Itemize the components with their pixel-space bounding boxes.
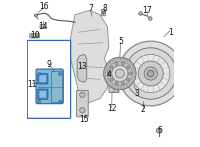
Circle shape: [110, 66, 113, 69]
FancyBboxPatch shape: [39, 90, 47, 98]
Circle shape: [107, 64, 109, 66]
Circle shape: [110, 78, 113, 81]
FancyBboxPatch shape: [39, 75, 47, 83]
Polygon shape: [71, 10, 109, 103]
Circle shape: [115, 69, 124, 78]
Circle shape: [129, 83, 131, 85]
Circle shape: [117, 87, 119, 89]
Circle shape: [107, 81, 109, 83]
Circle shape: [31, 35, 33, 37]
Circle shape: [109, 83, 111, 85]
Circle shape: [124, 87, 125, 88]
Circle shape: [38, 100, 41, 103]
Circle shape: [124, 59, 125, 60]
FancyBboxPatch shape: [36, 69, 63, 104]
Text: 16: 16: [39, 2, 49, 11]
Circle shape: [126, 60, 128, 62]
Text: 12: 12: [107, 104, 117, 113]
Circle shape: [35, 14, 38, 17]
Circle shape: [112, 85, 113, 87]
Circle shape: [108, 72, 111, 75]
Circle shape: [147, 70, 154, 77]
Circle shape: [80, 108, 85, 113]
FancyBboxPatch shape: [38, 89, 48, 99]
Circle shape: [138, 61, 163, 86]
Circle shape: [122, 82, 124, 85]
Text: 14: 14: [39, 22, 48, 31]
Text: 15: 15: [79, 115, 88, 124]
Circle shape: [114, 59, 116, 60]
Text: 17: 17: [142, 6, 152, 15]
Circle shape: [115, 82, 118, 85]
Polygon shape: [77, 54, 87, 82]
Circle shape: [120, 58, 122, 60]
Circle shape: [125, 48, 176, 99]
Circle shape: [129, 62, 131, 64]
Text: 11: 11: [28, 80, 37, 89]
Bar: [51, 71, 62, 102]
FancyBboxPatch shape: [109, 72, 119, 92]
Circle shape: [149, 17, 152, 20]
Circle shape: [144, 67, 157, 80]
Circle shape: [127, 78, 130, 81]
Circle shape: [120, 87, 122, 89]
Circle shape: [132, 79, 134, 80]
Circle shape: [102, 11, 105, 14]
Text: 7: 7: [88, 4, 93, 13]
Circle shape: [105, 76, 106, 77]
Circle shape: [105, 70, 106, 71]
Circle shape: [132, 54, 170, 93]
FancyBboxPatch shape: [40, 25, 45, 28]
Text: 13: 13: [78, 62, 87, 71]
Circle shape: [122, 62, 124, 65]
Circle shape: [104, 57, 136, 90]
Circle shape: [117, 58, 119, 60]
Circle shape: [129, 72, 132, 75]
Circle shape: [131, 64, 133, 66]
FancyBboxPatch shape: [114, 72, 118, 92]
Circle shape: [133, 76, 135, 77]
Circle shape: [134, 73, 135, 74]
Text: 1: 1: [168, 28, 173, 37]
Circle shape: [80, 92, 85, 97]
Circle shape: [109, 62, 111, 64]
Circle shape: [106, 79, 107, 80]
Circle shape: [127, 66, 130, 69]
Circle shape: [114, 87, 116, 88]
Circle shape: [59, 72, 61, 75]
Circle shape: [112, 60, 113, 62]
Circle shape: [156, 128, 161, 133]
Circle shape: [126, 85, 128, 87]
Circle shape: [36, 35, 38, 37]
Text: 2: 2: [141, 105, 146, 114]
Circle shape: [132, 67, 134, 68]
Circle shape: [38, 72, 41, 75]
Circle shape: [131, 81, 133, 83]
Circle shape: [59, 100, 61, 103]
Circle shape: [133, 70, 135, 71]
Circle shape: [104, 73, 106, 74]
Circle shape: [118, 41, 183, 106]
Text: 10: 10: [30, 31, 40, 40]
FancyBboxPatch shape: [101, 9, 105, 16]
Circle shape: [107, 61, 132, 86]
FancyBboxPatch shape: [76, 90, 88, 117]
Circle shape: [106, 67, 107, 68]
Circle shape: [139, 12, 142, 15]
Text: 6: 6: [158, 126, 163, 135]
Text: 4: 4: [107, 70, 112, 79]
Text: 8: 8: [102, 4, 107, 13]
Text: 3: 3: [134, 89, 139, 98]
Text: 5: 5: [118, 37, 123, 46]
Circle shape: [112, 65, 128, 82]
FancyBboxPatch shape: [30, 33, 39, 38]
FancyBboxPatch shape: [38, 74, 48, 84]
Circle shape: [115, 62, 118, 65]
Text: 9: 9: [47, 60, 52, 69]
